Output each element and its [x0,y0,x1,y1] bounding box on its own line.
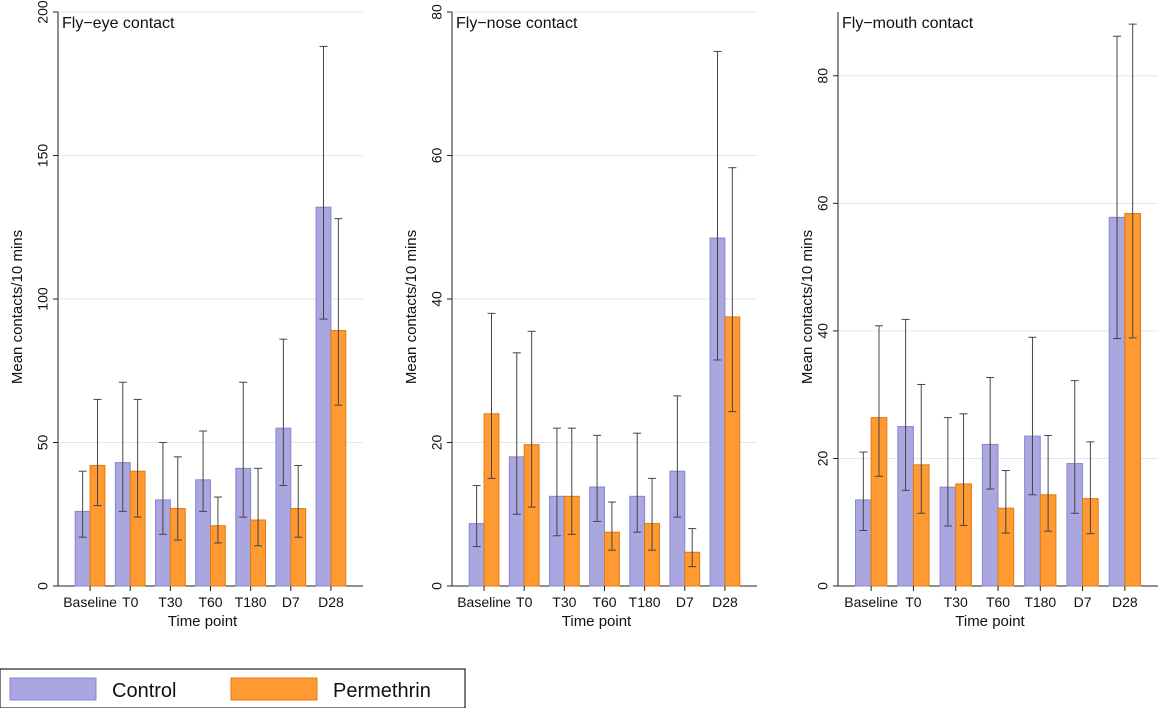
x-tick-label: T0 [122,594,139,610]
x-tick-label: T30 [944,594,968,610]
x-tick-label: T60 [198,594,222,610]
x-tick-label: T0 [905,594,922,610]
y-axis-title: Mean contacts/10 mins [9,230,26,384]
x-tick-label: D28 [1112,594,1138,610]
y-tick-label: 0 [35,582,51,590]
y-tick-label: 0 [429,582,445,590]
x-tick-label: T30 [158,594,182,610]
y-tick-label: 50 [35,435,51,451]
x-tick-label: T30 [552,594,576,610]
x-tick-label: D28 [712,594,738,610]
panel-title: Fly−eye contact [62,15,175,32]
chart-panel-2: 0 20 40 60 80 Baseline T0 T30 T60 T180 D7 D28 Time p… [403,4,757,630]
y-tick-label: 40 [815,323,831,339]
x-tick-label: T180 [235,594,267,610]
y-axis-title: Mean contacts/10 mins [799,230,816,384]
y-tick-label: 40 [429,291,445,307]
y-tick-label: 200 [35,0,51,24]
y-tick-label: 20 [815,450,831,466]
y-axis-title: Mean contacts/10 mins [403,230,420,384]
x-tick-label: T0 [516,594,533,610]
x-axis-title: Time point [562,613,632,630]
y-tick-label: 150 [35,144,51,168]
x-tick-label: T60 [592,594,616,610]
legend-swatch-permethrin [230,677,318,701]
chart-panel-1: 0 50 100 150 200 Baseline T0 T30 T60 T180 D7 D28 Tim… [9,0,363,630]
x-tick-label: Baseline [63,594,117,610]
x-tick-label: D28 [318,594,344,610]
legend-label-permethrin: Permethrin [333,680,431,702]
x-tick-label: Baseline [844,594,898,610]
x-tick-label: D7 [676,594,694,610]
chart-panel-3: 0 20 40 60 80 Baseline T0 T30 T60 T180 D7 D28 Time p… [799,12,1158,630]
x-tick-label: D7 [1074,594,1092,610]
y-tick-label: 60 [429,148,445,164]
x-tick-label: T180 [629,594,661,610]
x-axis-title: Time point [168,613,238,630]
legend-swatch-control [9,677,97,701]
x-tick-label: T180 [1024,594,1056,610]
panel-title: Fly−mouth contact [842,15,974,32]
x-tick-label: D7 [282,594,300,610]
y-tick-label: 80 [815,68,831,84]
y-tick-label: 20 [429,435,445,451]
y-tick-label: 80 [429,4,445,20]
legend: Control Permethrin [0,668,466,708]
x-tick-label: Baseline [457,594,511,610]
panel-title: Fly−nose contact [456,15,578,32]
x-axis-title: Time point [955,613,1025,630]
y-tick-label: 0 [815,582,831,590]
y-tick-label: 100 [35,287,51,311]
y-tick-label: 60 [815,195,831,211]
x-tick-label: T60 [986,594,1010,610]
legend-label-control: Control [112,680,176,702]
